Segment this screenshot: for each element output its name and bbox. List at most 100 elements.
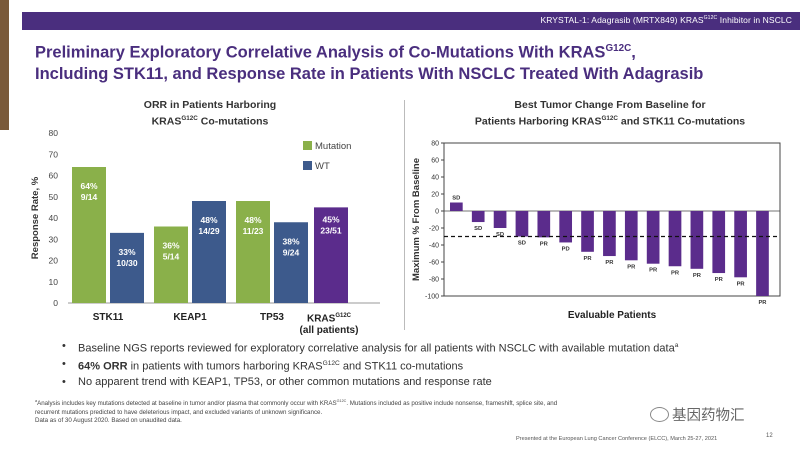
data-label: 23/51 xyxy=(320,225,342,235)
data-label: 48% xyxy=(200,215,217,225)
x-axis-label: Evaluable Patients xyxy=(568,310,657,321)
waterfall-bar xyxy=(450,202,463,211)
legend-swatch xyxy=(303,161,312,170)
bullet-dot: • xyxy=(62,340,66,352)
y-tick-label: -20 xyxy=(429,226,439,233)
legend-swatch xyxy=(303,141,312,150)
waterfall-bar xyxy=(668,211,682,267)
y-tick-label: -40 xyxy=(429,243,439,250)
slide-title: Preliminary Exploratory Correlative Anal… xyxy=(35,43,704,83)
waterfall-bar xyxy=(493,211,507,228)
response-label: SD xyxy=(496,232,504,238)
page-number: 12 xyxy=(766,433,773,439)
y-tick-label: 40 xyxy=(49,213,59,223)
response-label: PR xyxy=(627,264,636,270)
waterfall-bar xyxy=(471,211,485,223)
legend-label: WT xyxy=(315,161,330,172)
left-edge-strip xyxy=(0,0,9,130)
y-tick-label: -100 xyxy=(425,294,439,301)
bullet-item: • No apparent trend with KEAP1, TP53, or… xyxy=(62,373,782,391)
wechat-icon xyxy=(650,407,669,422)
waterfall-chart: 80 60 40 20 0 -20 -40 -60 -80 -100 Maximum % From … xyxy=(411,141,781,321)
response-label: PR xyxy=(649,268,658,274)
waterfall-chart-title: Best Tumor Change From Baseline for Pati… xyxy=(474,99,746,128)
response-label: PR xyxy=(605,260,614,266)
bar-mutation xyxy=(236,201,270,303)
waterfall-bar xyxy=(690,211,704,269)
data-label: 33% xyxy=(118,247,135,257)
y-tick-label: -60 xyxy=(429,260,439,267)
y-tick-label: 40 xyxy=(431,175,439,182)
y-tick-label: 10 xyxy=(49,277,59,287)
watermark: 基因药物汇 xyxy=(650,404,745,425)
bullet-item: • Baseline NGS reports reviewed for expl… xyxy=(62,337,782,355)
waterfall-bar xyxy=(537,211,551,238)
response-label: PD xyxy=(562,246,570,252)
data-label: 45% xyxy=(322,214,339,224)
bullet-list: • Baseline NGS reports reviewed for expl… xyxy=(62,337,782,391)
bullet-item: • 64% ORR in patients with tumors harbor… xyxy=(62,355,782,373)
x-tick-label: STK11 xyxy=(93,312,124,323)
bar-all-patients xyxy=(314,207,348,303)
waterfall-bar xyxy=(515,211,529,237)
y-tick-label: 30 xyxy=(49,234,59,244)
y-tick-label: 80 xyxy=(49,128,59,138)
y-tick-label: 70 xyxy=(49,149,59,159)
data-label: 64% xyxy=(80,181,97,191)
waterfall-bar xyxy=(559,211,573,243)
data-label: 14/29 xyxy=(198,226,220,236)
orr-bar-chart: 0 10 20 30 40 50 60 70 80 Response Rate, % 64%9/14… xyxy=(30,128,380,323)
y-tick-label: 50 xyxy=(49,192,59,202)
bar-mutation xyxy=(154,226,188,303)
response-label: SD xyxy=(518,241,526,247)
waterfall-bar xyxy=(603,211,616,257)
bar-wt xyxy=(192,201,226,303)
y-tick-label: -80 xyxy=(429,277,439,284)
x-tick-label: TP53 xyxy=(260,312,284,323)
data-label: 36% xyxy=(162,241,179,251)
response-label: PR xyxy=(671,270,680,276)
waterfall-bar xyxy=(646,211,660,264)
chart-divider xyxy=(404,100,405,330)
y-tick-label: 0 xyxy=(53,298,58,308)
footnote: aAnalysis includes key mutations detecte… xyxy=(35,399,558,425)
waterfall-bar xyxy=(734,211,747,278)
waterfall-bar xyxy=(756,211,769,296)
waterfall-bar xyxy=(624,211,638,261)
x-tick-label: KEAP1 xyxy=(173,312,207,323)
bar-mutation xyxy=(72,167,106,303)
y-tick-label: 20 xyxy=(49,256,59,266)
response-label: SD xyxy=(452,196,460,202)
response-label: PR xyxy=(758,300,767,306)
y-axis-label: Maximum % From Baseline xyxy=(411,158,422,281)
y-tick-label: 0 xyxy=(435,209,439,216)
y-tick-label: 20 xyxy=(431,192,439,199)
waterfall-bar xyxy=(581,211,594,252)
response-label: SD xyxy=(474,226,482,232)
bullet-dot: • xyxy=(62,376,66,388)
data-label: 9/24 xyxy=(283,247,300,257)
plot-frame xyxy=(443,142,781,297)
data-label: 48% xyxy=(244,215,261,225)
conference-note: Presented at the European Lung Cancer Co… xyxy=(516,436,718,442)
response-label: PR xyxy=(737,281,746,287)
response-label: PR xyxy=(540,241,549,247)
y-tick-label: 80 xyxy=(431,141,439,148)
banner-text: KRYSTAL-1: Adagrasib (MRTX849) KRASG12C … xyxy=(540,15,792,25)
data-label: 9/14 xyxy=(81,192,98,202)
response-label: PR xyxy=(584,256,593,262)
bar-wt xyxy=(274,222,308,303)
y-axis-label: Response Rate, % xyxy=(30,176,41,259)
y-tick-label: 60 xyxy=(49,171,59,181)
data-label: 38% xyxy=(282,236,299,246)
orr-chart-title: ORR in Patients Harboring KRASG12C Co-mu… xyxy=(143,99,277,128)
top-banner: KRYSTAL-1: Adagrasib (MRTX849) KRASG12C … xyxy=(22,12,800,30)
response-label: PR xyxy=(715,277,724,283)
waterfall-bar xyxy=(712,211,726,274)
response-label: PR xyxy=(693,273,702,279)
data-label: 10/30 xyxy=(116,258,138,268)
y-tick-label: 60 xyxy=(431,158,439,165)
data-label: 5/14 xyxy=(163,252,180,262)
legend-label: Mutation xyxy=(315,141,351,152)
x-tick-label-kras: KRASG12C (all patients) xyxy=(299,313,359,337)
